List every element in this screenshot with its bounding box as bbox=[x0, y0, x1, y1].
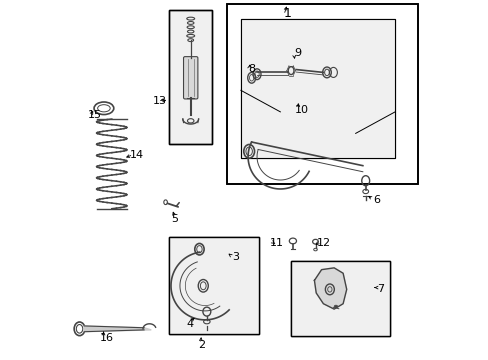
Polygon shape bbox=[84, 326, 151, 332]
Text: 4: 4 bbox=[186, 319, 193, 329]
Bar bbox=[226, 4, 418, 184]
Text: 16: 16 bbox=[99, 333, 113, 343]
Text: 6: 6 bbox=[373, 195, 380, 205]
Bar bbox=[169, 237, 258, 334]
Text: 7: 7 bbox=[376, 284, 384, 294]
Polygon shape bbox=[314, 268, 346, 309]
Bar bbox=[226, 4, 418, 184]
Text: 9: 9 bbox=[294, 48, 301, 58]
Text: 2: 2 bbox=[198, 340, 204, 350]
FancyBboxPatch shape bbox=[183, 57, 198, 99]
Text: 8: 8 bbox=[247, 64, 255, 74]
Text: 5: 5 bbox=[171, 215, 178, 224]
Text: 1: 1 bbox=[283, 7, 291, 20]
Bar bbox=[290, 261, 389, 336]
Bar bbox=[169, 10, 212, 144]
Text: 15: 15 bbox=[87, 111, 102, 121]
Text: 12: 12 bbox=[316, 238, 330, 248]
Text: 14: 14 bbox=[130, 150, 143, 160]
Bar bbox=[290, 261, 389, 336]
Bar bbox=[241, 19, 394, 158]
Bar bbox=[169, 237, 258, 334]
Bar bbox=[169, 10, 212, 144]
Text: 13: 13 bbox=[153, 96, 167, 106]
Text: 11: 11 bbox=[269, 238, 283, 248]
Text: 10: 10 bbox=[294, 105, 308, 115]
Bar bbox=[241, 19, 394, 158]
Text: 3: 3 bbox=[232, 252, 239, 262]
Ellipse shape bbox=[334, 305, 337, 307]
